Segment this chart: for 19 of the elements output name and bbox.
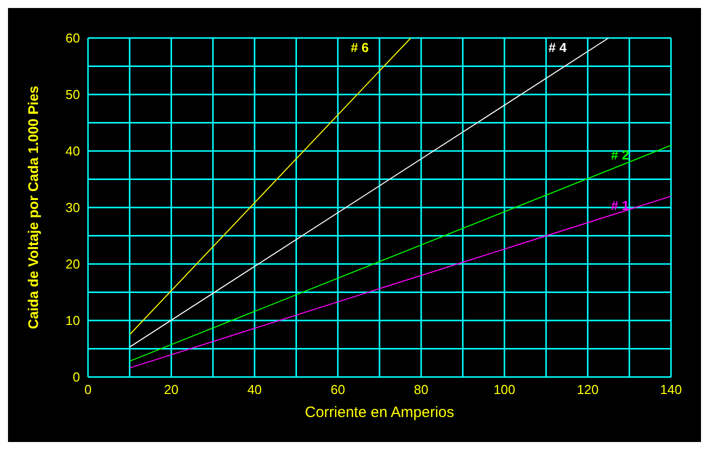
y-tick-label: 40 (66, 144, 80, 159)
series-label: # 4 (548, 40, 568, 55)
x-axis-title: Corriente en Amperios (304, 404, 454, 421)
x-tick-label: 120 (576, 382, 599, 398)
y-tick-label: 30 (66, 200, 80, 216)
x-tick-label: 0 (84, 382, 92, 398)
x-tick-label: 60 (330, 382, 346, 398)
y-axis-title: Caida de Voltaje por Cada 1.000 Pies (24, 86, 41, 330)
series-label: # 6 (350, 40, 369, 55)
x-tick-label: 40 (247, 382, 262, 398)
y-tick-label: 0 (72, 370, 80, 385)
y-tick-label: 10 (66, 313, 80, 328)
y-tick-label: 50 (66, 87, 80, 102)
x-tick-label: 140 (660, 382, 682, 398)
y-tick-label: 60 (66, 30, 80, 46)
x-tick-label: 80 (414, 382, 428, 398)
x-tick-label: 100 (494, 382, 516, 398)
x-tick-label: 20 (164, 382, 179, 398)
y-tick-label: 20 (66, 256, 80, 272)
